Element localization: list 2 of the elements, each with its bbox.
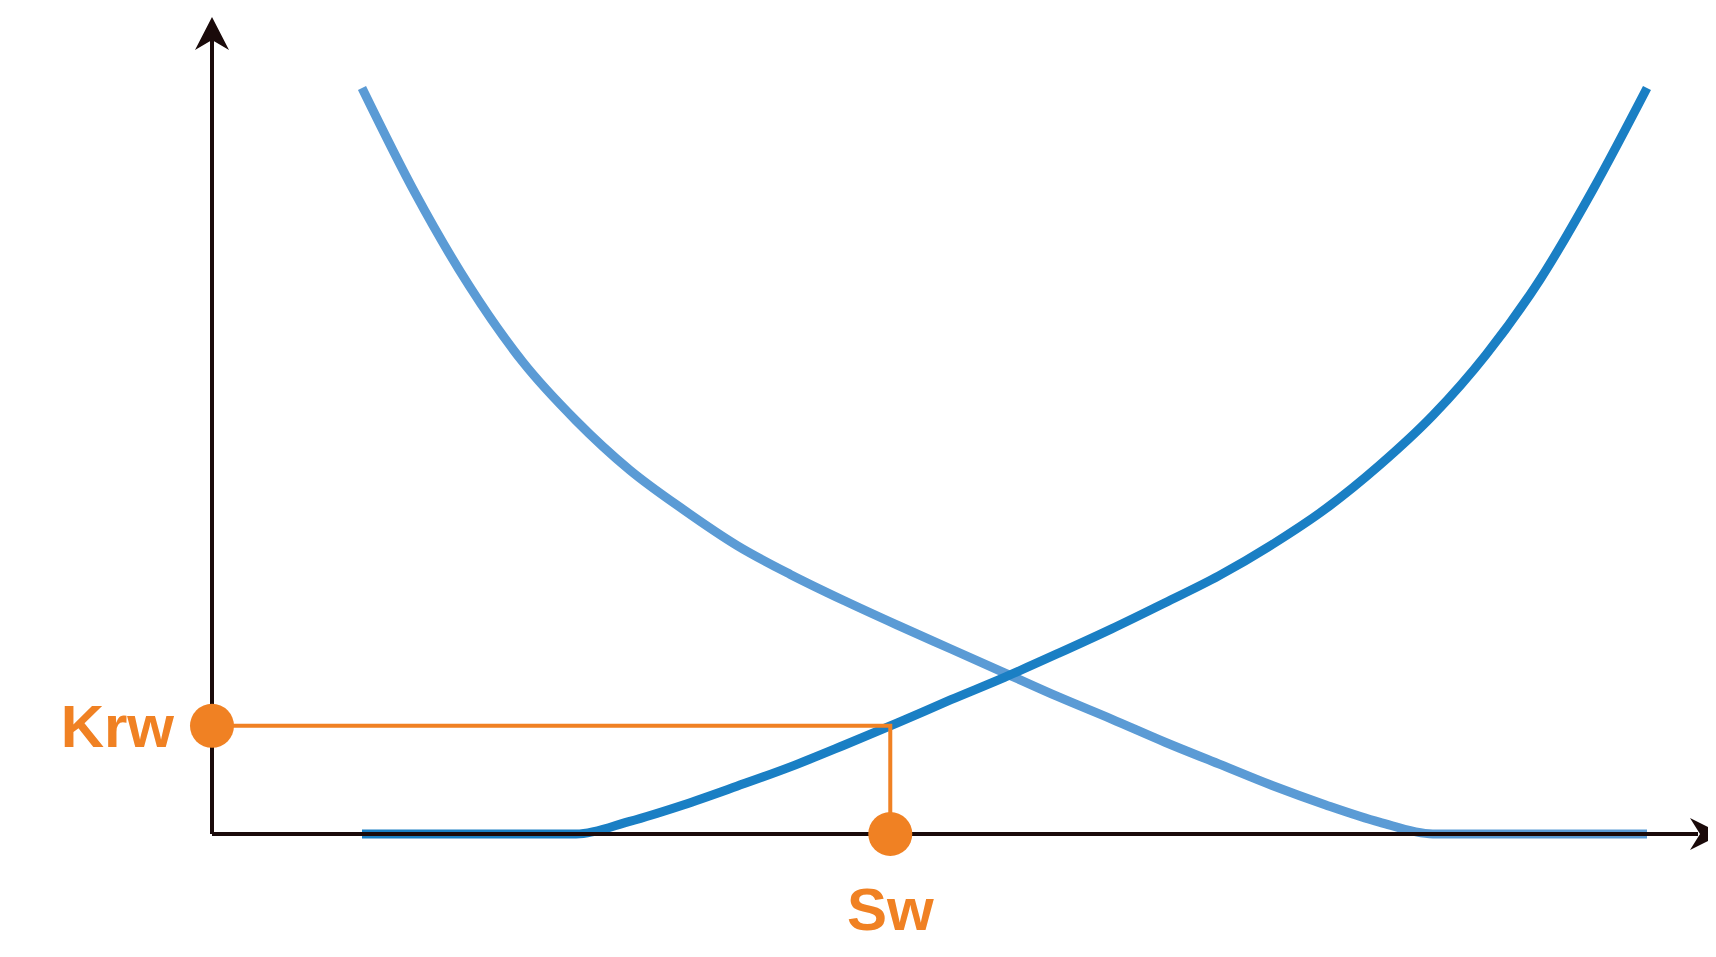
text: Sw [846,876,934,943]
ref-line-label: Krw [60,692,175,760]
